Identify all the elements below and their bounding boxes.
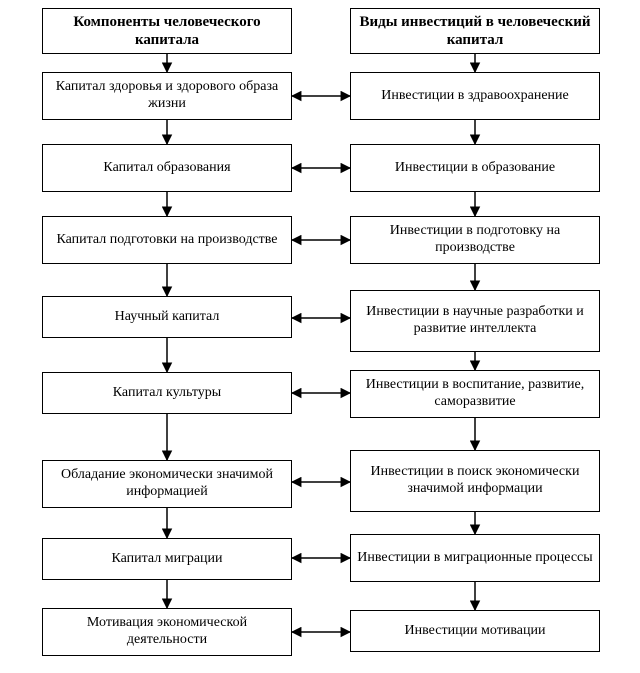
right-cell-6: Инвестиции в поиск экономически значимой… (350, 450, 600, 512)
right-cell-3-text: Инвестиции в подготовку на производстве (357, 223, 593, 257)
right-cell-7: Инвестиции в миграционные процессы (350, 534, 600, 582)
right-cell-4: Инвестиции в научные разработки и развит… (350, 290, 600, 352)
left-cell-8: Мотивация экономической деятельности (42, 608, 292, 656)
left-cell-6-text: Обладание экономически значимой информац… (49, 467, 285, 501)
left-cell-6: Обладание экономически значимой информац… (42, 460, 292, 508)
left-cell-3-text: Капитал подготовки на производстве (56, 232, 277, 249)
left-cell-4-text: Научный капитал (115, 309, 220, 326)
left-cell-1: Капитал здоровья и здорового образа жизн… (42, 72, 292, 120)
header-right-text: Виды инвестиций в человеческий капитал (357, 13, 593, 49)
right-cell-5: Инвестиции в воспитание, развитие, самор… (350, 370, 600, 418)
left-cell-5: Капитал культуры (42, 372, 292, 414)
left-cell-7: Капитал миграции (42, 538, 292, 580)
right-cell-2: Инвестиции в образование (350, 144, 600, 192)
left-cell-4: Научный капитал (42, 296, 292, 338)
diagram-canvas: Компоненты человеческого капитала Виды и… (0, 0, 640, 673)
left-cell-3: Капитал подготовки на производстве (42, 216, 292, 264)
left-cell-1-text: Капитал здоровья и здорового образа жизн… (49, 79, 285, 113)
left-cell-2-text: Капитал образования (103, 160, 230, 177)
right-cell-5-text: Инвестиции в воспитание, развитие, самор… (357, 377, 593, 411)
left-cell-7-text: Капитал миграции (111, 551, 222, 568)
right-cell-1: Инвестиции в здравоохранение (350, 72, 600, 120)
right-cell-2-text: Инвестиции в образование (395, 160, 555, 177)
right-cell-4-text: Инвестиции в научные разработки и развит… (357, 304, 593, 338)
right-cell-8: Инвестиции мотивации (350, 610, 600, 652)
right-cell-6-text: Инвестиции в поиск экономически значимой… (357, 464, 593, 498)
left-cell-2: Капитал образования (42, 144, 292, 192)
left-cell-8-text: Мотивация экономической деятельности (49, 615, 285, 649)
right-cell-1-text: Инвестиции в здравоохранение (381, 88, 569, 105)
header-right: Виды инвестиций в человеческий капитал (350, 8, 600, 54)
right-cell-3: Инвестиции в подготовку на производстве (350, 216, 600, 264)
header-left: Компоненты человеческого капитала (42, 8, 292, 54)
right-cell-8-text: Инвестиции мотивации (405, 623, 546, 640)
header-left-text: Компоненты человеческого капитала (49, 13, 285, 49)
left-cell-5-text: Капитал культуры (113, 385, 221, 402)
right-cell-7-text: Инвестиции в миграционные процессы (357, 550, 592, 567)
